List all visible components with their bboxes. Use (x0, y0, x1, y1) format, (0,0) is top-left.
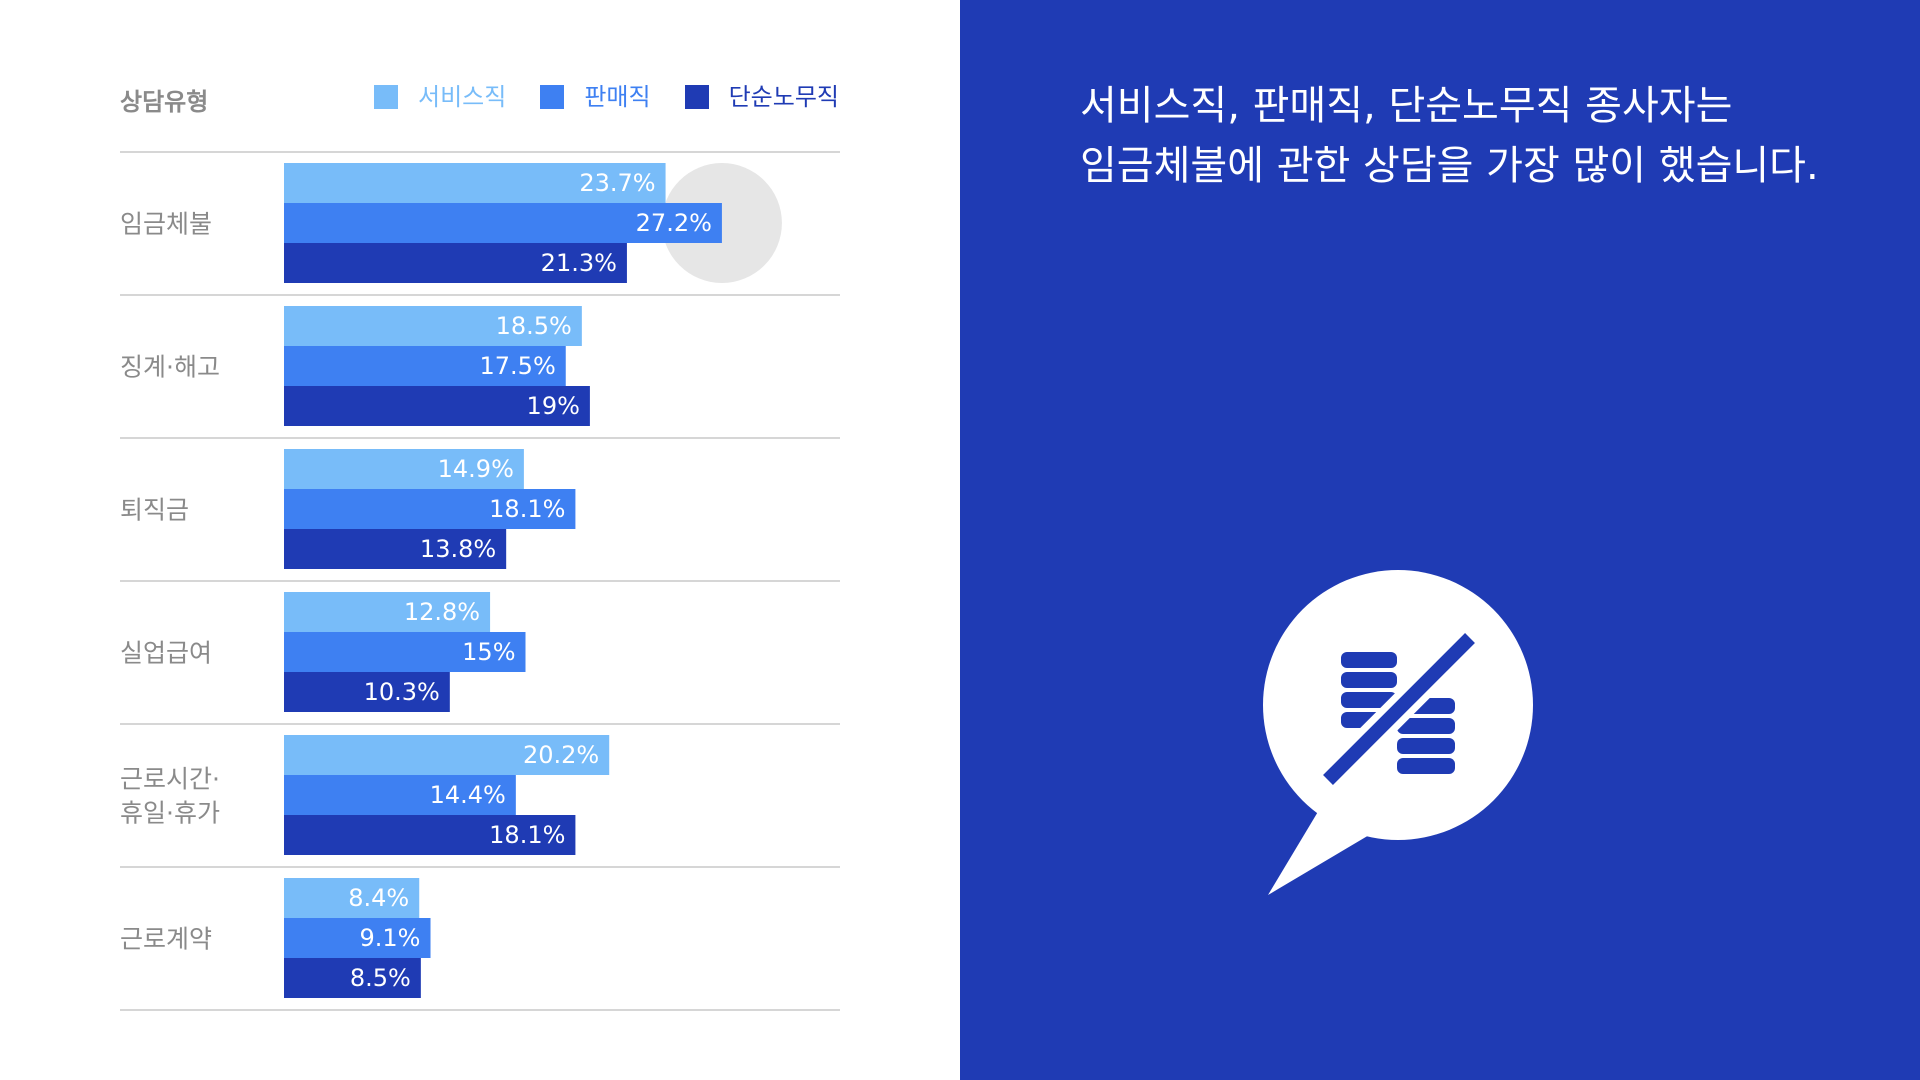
category-label: 퇴직금 (120, 496, 189, 525)
bar (284, 592, 491, 632)
bar-value-label: 20.2% (523, 741, 599, 769)
bar (284, 163, 666, 203)
category-header-label: 상담유형 (120, 88, 209, 116)
bar-value-label: 8.4% (348, 884, 409, 912)
category-label: 근로시간· (120, 765, 220, 794)
legend-label-labor: 단순노무직 (728, 83, 839, 111)
bar-value-label: 13.8% (420, 535, 496, 563)
bar-value-label: 19% (527, 392, 580, 420)
bar-chart-svg: 임금체불 23.7% 27.2% 21.3% 징계·해고 18.5% 17.5% 19% 퇴직금… (120, 151, 840, 1011)
bar-value-label: 23.7% (579, 169, 655, 197)
legend-swatch-service (374, 85, 398, 109)
bar (284, 489, 576, 529)
bar (284, 878, 420, 918)
bar (284, 632, 526, 672)
bar (284, 958, 421, 998)
bar (284, 529, 507, 569)
bar (284, 815, 576, 855)
legend-label-sales: 판매직 (584, 83, 651, 111)
legend-item-labor: 단순노무직 (684, 82, 839, 112)
bar-value-label: 15% (462, 638, 515, 666)
bar (284, 918, 431, 958)
headline-line-1: 서비스직, 판매직, 단순노무직 종사자는 (1080, 83, 1733, 129)
category-label: 실업급여 (120, 639, 212, 668)
bar-value-label: 14.9% (438, 455, 514, 483)
bar (284, 243, 627, 283)
bar (284, 386, 590, 426)
bar-value-label: 10.3% (364, 678, 440, 706)
bar (284, 203, 722, 243)
bar-value-label: 18.1% (489, 495, 565, 523)
bar (284, 775, 516, 815)
category-label: 징계·해고 (120, 353, 220, 382)
bar (284, 449, 524, 489)
legend-label-service: 서비스직 (418, 83, 507, 111)
bar-value-label: 12.8% (404, 598, 480, 626)
bar-value-label: 17.5% (480, 352, 556, 380)
headline-line-2: 임금체불에 관한 상담을 가장 많이 했습니다. (1080, 143, 1819, 189)
bar-value-label: 18.5% (496, 312, 572, 340)
summary-panel: 서비스직, 판매직, 단순노무직 종사자는 임금체불에 관한 상담을 가장 많이… (960, 0, 1920, 1080)
bar-value-label: 8.5% (350, 964, 411, 992)
bar-value-label: 14.4% (430, 781, 506, 809)
bar (284, 672, 450, 712)
chart-legend: 서비스직 판매직 단순노무직 (374, 82, 839, 112)
category-label: 근로계약 (120, 925, 212, 954)
legend-swatch-labor (684, 85, 709, 109)
category-label: 임금체불 (120, 210, 212, 239)
legend-item-sales: 판매직 (540, 82, 651, 112)
headline: 서비스직, 판매직, 단순노무직 종사자는 임금체불에 관한 상담을 가장 많이… (1080, 76, 1900, 196)
category-label: 휴일·휴가 (120, 799, 220, 828)
legend-swatch-sales (540, 85, 565, 109)
bar (284, 346, 566, 386)
bar-value-label: 18.1% (489, 821, 565, 849)
unpaid-wages-speech-bubble-icon (1258, 570, 1548, 900)
bar (284, 735, 610, 775)
chart-panel: 상담유형 서비스직 판매직 단순노무직 임금체불 23.7% 27.2% 21.3% 징… (120, 82, 840, 1011)
legend-item-service: 서비스직 (374, 82, 506, 112)
bar-value-label: 9.1% (360, 924, 421, 952)
bar-chart: 임금체불 23.7% 27.2% 21.3% 징계·해고 18.5% 17.5% 19% 퇴직금… (120, 151, 840, 1011)
bar (284, 306, 582, 346)
bar-value-label: 21.3% (541, 249, 617, 277)
bar-value-label: 27.2% (636, 209, 712, 237)
